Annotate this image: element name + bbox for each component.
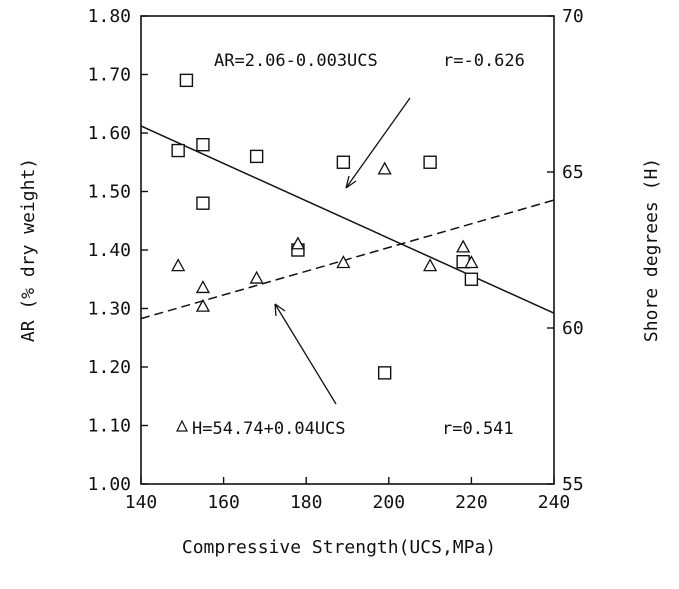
x-tick-label: 200: [373, 492, 406, 513]
h-equation-label: H=54.74+0.04UCS: [192, 419, 346, 439]
ar-point: [464, 272, 479, 286]
fit-lines: [140, 125, 555, 320]
x-tick-label: 140: [125, 492, 158, 513]
left-tick-label: 1.70: [88, 65, 131, 86]
h-fit-line: [140, 199, 555, 320]
left-tick-label: 1.50: [88, 182, 131, 203]
h-point: [195, 298, 211, 312]
h-arrow: [274, 303, 337, 405]
h-equation-marker-icon: [176, 419, 188, 432]
ar-point: [196, 137, 210, 152]
x-axis-ticks: 140 160 180 200 220 240: [125, 477, 571, 513]
right-tick-label: 65: [562, 162, 584, 183]
ar-point: [179, 73, 194, 88]
x-tick-label: 240: [538, 492, 571, 513]
ar-point: [336, 155, 351, 169]
h-point: [171, 258, 186, 272]
left-tick-label: 1.10: [88, 416, 131, 437]
h-point: [423, 258, 438, 272]
left-tick-label: 1.40: [88, 240, 131, 261]
left-axis-ticks: 1.00 1.10 1.20 1.30 1.40 1.50 1.60 1.70 1.80: [88, 6, 148, 495]
h-point: [377, 161, 392, 175]
x-axis-title: Compressive Strength(UCS,MPa): [182, 537, 496, 558]
x-tick-label: 160: [207, 492, 240, 513]
ar-point: [377, 366, 392, 380]
left-axis-title: AR (% dry weight): [18, 158, 39, 342]
ar-fit-line: [140, 125, 555, 314]
right-axis-title: Shore degrees (H): [641, 158, 662, 342]
ar-point: [196, 196, 210, 210]
h-point: [456, 239, 471, 253]
ar-correlation-label: r=-0.626: [443, 51, 525, 71]
h-point: [195, 280, 211, 294]
ar-arrow: [345, 97, 411, 189]
x-tick-label: 180: [290, 492, 323, 513]
ar-point: [249, 149, 264, 164]
plot-frame: [140, 15, 555, 485]
left-tick-label: 1.80: [88, 6, 131, 27]
h-point: [249, 270, 264, 284]
h-correlation-label: r=0.541: [442, 419, 514, 439]
ar-point: [171, 143, 185, 158]
right-tick-label: 60: [562, 318, 584, 339]
right-tick-label: 70: [562, 6, 584, 27]
ar-equation-label: AR=2.06-0.003UCS: [214, 51, 378, 71]
h-point: [290, 236, 306, 250]
x-tick-label: 220: [455, 492, 488, 513]
plot-area: [140, 15, 555, 485]
left-tick-label: 1.30: [88, 299, 131, 320]
ar-point: [423, 155, 437, 169]
right-axis-ticks: 55 60 65 70: [547, 6, 584, 495]
h-point: [464, 255, 479, 269]
left-tick-label: 1.20: [88, 357, 131, 378]
left-tick-label: 1.60: [88, 123, 131, 144]
data-markers: [171, 73, 479, 380]
h-point: [336, 255, 351, 269]
right-tick-label: 55: [562, 474, 584, 495]
left-tick-label: 1.00: [88, 474, 131, 495]
